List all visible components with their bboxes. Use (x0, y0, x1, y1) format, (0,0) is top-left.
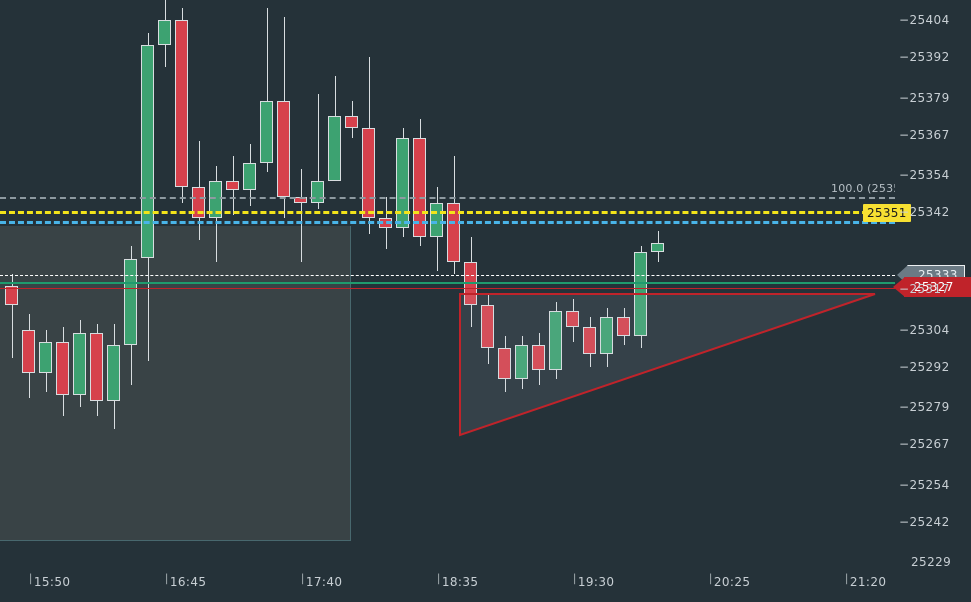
candle-body (39, 342, 52, 374)
price-tick: −25254 (899, 477, 950, 492)
green-level-line (0, 282, 895, 284)
candle-body (634, 252, 647, 336)
candle-body (22, 329, 35, 374)
time-tick: │18:35 (436, 575, 479, 589)
yellow-level-tag: 25351 (863, 204, 911, 222)
time-axis[interactable]: │15:50 │16:45 │17:40 │18:35 │19:30 │20:25 │21:… (0, 565, 895, 602)
candle-body (73, 332, 86, 395)
price-axis[interactable]: 25333 25351 25327 −25404 −25392 −25379 −253… (863, 0, 971, 602)
cyan-level-line (0, 221, 895, 224)
candle-body (311, 181, 324, 203)
time-tick: │17:40 (300, 575, 343, 589)
time-tick: │21:20 (844, 575, 887, 589)
fib-100-label: 100.0 (25355) (831, 182, 895, 195)
candle-body (600, 317, 613, 355)
current-price-tag-arrow (893, 277, 905, 297)
yellow-level-line (0, 211, 895, 214)
price-tick: −25404 (899, 13, 950, 28)
price-tick: −25392 (899, 50, 950, 65)
price-tick: −25292 (899, 359, 950, 374)
current-price-tag: 25327 (904, 277, 971, 297)
price-tick: −25379 (899, 90, 950, 105)
chart-plot-area[interactable]: 100.0 (25355) (0, 0, 895, 565)
candle-body (226, 181, 239, 191)
time-tick: │15:50 (28, 575, 71, 589)
fib-100-line (0, 197, 895, 199)
candle-wick (300, 168, 302, 262)
session-shade-left (0, 226, 351, 541)
time-tick: │20:25 (708, 575, 751, 589)
price-tick: −25279 (899, 400, 950, 415)
white-level-line (0, 275, 895, 276)
candle-body (5, 286, 18, 305)
price-tick: −25304 (899, 322, 950, 337)
candle-wick (317, 94, 319, 209)
candle-body (277, 100, 290, 197)
candle-body (124, 258, 137, 346)
candle-body (209, 181, 222, 219)
candle-body (515, 345, 528, 380)
candle-body (192, 187, 205, 219)
candle-body (90, 332, 103, 401)
candle-body (498, 348, 511, 380)
candle-wick (11, 273, 13, 358)
candle-body (328, 116, 341, 182)
candle-body (617, 317, 630, 336)
candle-body (549, 311, 562, 370)
price-tick: −25267 (899, 437, 950, 452)
candle-body (141, 44, 154, 259)
price-tick: 25229 (911, 554, 952, 569)
candle-body (243, 162, 256, 191)
candle-body (345, 116, 358, 129)
candle-body (107, 345, 120, 401)
price-tick: −25317 (899, 282, 950, 297)
candle-body (532, 345, 545, 370)
price-tick: −25242 (899, 514, 950, 529)
candle-body (583, 326, 596, 355)
price-tick: −25342 (899, 205, 950, 220)
candle-body (481, 304, 494, 349)
candle-wick (266, 7, 268, 172)
candle-body (430, 202, 443, 237)
price-tick: −25354 (899, 167, 950, 182)
candle-body (362, 128, 375, 219)
secondary-price-tag-arrow (897, 265, 908, 285)
candle-body (158, 20, 171, 45)
time-tick: │16:45 (164, 575, 207, 589)
candle-body (260, 100, 273, 163)
candle-body (566, 311, 579, 327)
time-tick: │19:30 (572, 575, 615, 589)
candle-body (651, 243, 664, 253)
candle-body (175, 20, 188, 188)
price-tick: −25367 (899, 127, 950, 142)
current-price-line (0, 288, 895, 289)
candle-body (447, 202, 460, 262)
candle-body (56, 342, 69, 395)
candle-body (396, 137, 409, 228)
